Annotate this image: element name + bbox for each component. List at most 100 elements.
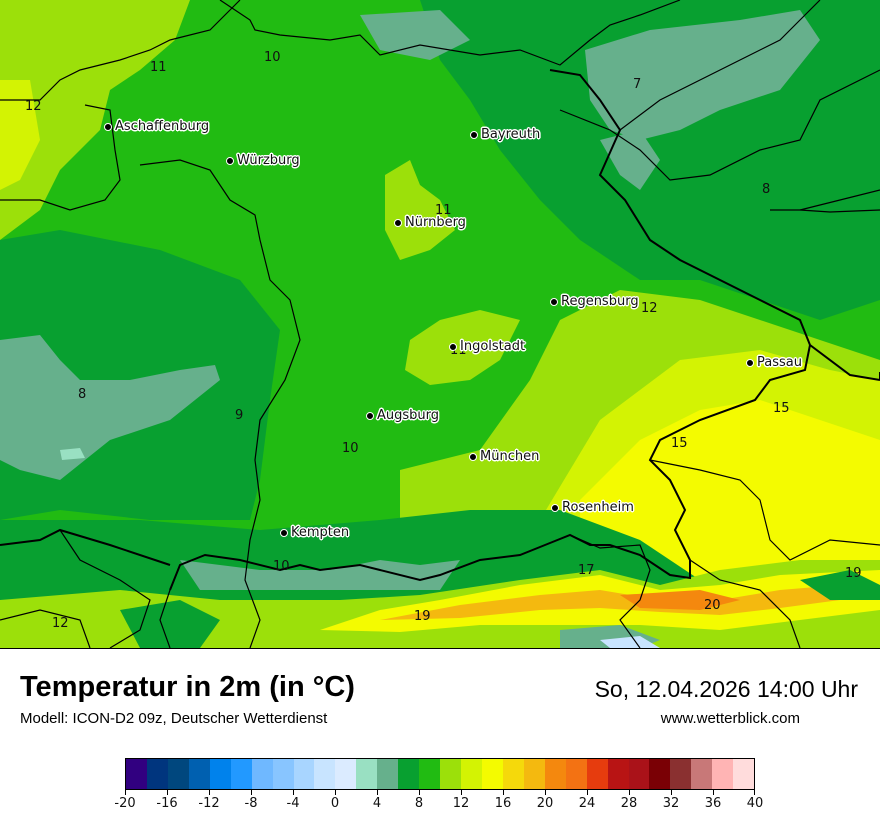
colorbar-segment: [209, 759, 231, 789]
city-dot-icon: [551, 503, 559, 512]
city-marker[interactable]: Aschaffenburg: [104, 119, 209, 134]
colorbar-segment: [251, 759, 273, 789]
city-label: München: [480, 449, 540, 464]
model-subtitle: Modell: ICON-D2 09z, Deutscher Wetterdie…: [20, 710, 328, 727]
colorbar-segment: [230, 759, 252, 789]
colorbar-tick-label: 0: [330, 796, 340, 811]
colorbar-tick-label: -4: [286, 796, 300, 811]
colorbar-tick-label: 24: [578, 796, 596, 811]
city-label: Rosenheim: [562, 500, 634, 515]
colorbar-segment: [335, 759, 357, 789]
temperature-field: [0, 0, 880, 648]
city-dot-icon: [449, 342, 457, 351]
colorbar-ticks: -20 -16 -12 -8 -4 0 4 8 12 16 20 24 28 32 36 40: [114, 790, 763, 820]
contour-label: 12: [641, 301, 658, 316]
colorbar-tick-label: 12: [452, 796, 470, 811]
contour-label: 10: [273, 559, 290, 574]
colorbar-tick: [545, 790, 546, 795]
colorbar-tick-label: 40: [746, 796, 764, 811]
city-label: Regensburg: [561, 294, 639, 309]
colorbar-segment: [314, 759, 336, 789]
contour-label: 7: [633, 77, 642, 92]
city-marker[interactable]: Bayreuth: [470, 127, 540, 142]
contour-label: 10: [342, 441, 359, 456]
colorbar-tick: [461, 790, 462, 795]
contour-label: 19: [845, 566, 862, 581]
colorbar-segment: [670, 759, 692, 789]
colorbar-tick: [671, 790, 672, 795]
city-dot-icon: [366, 411, 374, 420]
colorbar-segment: [398, 759, 420, 789]
city-marker[interactable]: München: [469, 449, 539, 464]
colorbar-tick-label: 20: [536, 796, 554, 811]
city-dot-icon: [226, 156, 234, 165]
contour-label: 11: [435, 203, 452, 218]
colorbar-segment: [733, 759, 755, 789]
city-dot-icon: [550, 297, 558, 306]
colorbar-segment: [377, 759, 399, 789]
colorbar-tick: [419, 790, 420, 795]
contour-label: 12: [52, 616, 69, 631]
colorbar-tick-label: -20: [114, 796, 136, 811]
city-marker[interactable]: Ingolstadt: [449, 339, 525, 354]
city-marker[interactable]: Kempten: [280, 525, 349, 540]
colorbar-segment: [356, 759, 378, 789]
colorbar-segment: [146, 759, 168, 789]
colorbar-segment: [440, 759, 461, 789]
temperature-map[interactable]: 11 10 12 7 11 8 12 11 8 9 10 15 15 10 17 19 20 19 12 Ascha…: [0, 0, 880, 649]
colorbar-segment: [461, 759, 482, 789]
city-marker[interactable]: Passau: [746, 355, 802, 370]
colorbar-tick: [335, 790, 336, 795]
colorbar-segment: [544, 759, 566, 789]
contour-label: 15: [671, 436, 688, 451]
city-dot-icon: [746, 358, 754, 367]
city-label: Augsburg: [377, 408, 440, 423]
city-marker[interactable]: Augsburg: [366, 408, 439, 423]
city-marker[interactable]: Rosenheim: [551, 500, 634, 515]
colorbar-segment: [523, 759, 545, 789]
contour-label: 12: [25, 99, 42, 114]
city-label: Bayreuth: [481, 127, 541, 142]
colorbar-tick-label: 28: [620, 796, 638, 811]
contour-label: 17: [578, 563, 595, 578]
contour-label: 20: [704, 598, 721, 613]
city-label: Ingolstadt: [460, 339, 526, 354]
colorbar-tick-label: 8: [414, 796, 424, 811]
colorbar-tick: [167, 790, 168, 795]
city-dot-icon: [104, 122, 112, 131]
city-label: Passau: [757, 355, 802, 370]
colorbar-tick-label: -16: [156, 796, 178, 811]
colorbar-tick: [587, 790, 588, 795]
colorbar-segment: [167, 759, 189, 789]
valid-datetime: So, 12.04.2026 14:00 Uhr: [594, 676, 858, 702]
colorbar-segment: [272, 759, 294, 789]
website-link[interactable]: www.wetterblick.com: [660, 710, 800, 727]
city-dot-icon: [394, 218, 402, 227]
colorbar-tick-label: -12: [198, 796, 220, 811]
colorbar-tick: [125, 790, 126, 795]
contour-label: 15: [773, 401, 790, 416]
colorbar-tick: [293, 790, 294, 795]
colorbar-segment: [628, 759, 650, 789]
city-label: Aschaffenburg: [115, 119, 210, 134]
colorbar-tick: [503, 790, 504, 795]
contour-label: 8: [78, 387, 87, 402]
colorbar-tick: [251, 790, 252, 795]
colorbar-segment: [649, 759, 671, 789]
contour-label: 19: [414, 609, 431, 624]
city-marker[interactable]: Nürnberg: [394, 215, 466, 230]
colorbar-segment: [586, 759, 608, 789]
colorbar-tick: [754, 790, 755, 795]
city-label: Würzburg: [237, 153, 300, 168]
city-label: Nürnberg: [405, 215, 466, 230]
colorbar-segment: [712, 759, 734, 789]
colorbar-segment: [188, 759, 210, 789]
colorbar-segment: [607, 759, 629, 789]
contour-label: 9: [235, 408, 244, 423]
temperature-colorbar: [125, 758, 755, 790]
city-marker[interactable]: Würzburg: [226, 153, 300, 168]
city-dot-icon: [470, 130, 478, 139]
colorbar-tick-label: -8: [244, 796, 258, 811]
city-marker[interactable]: Regensburg: [550, 294, 639, 309]
colorbar-tick: [377, 790, 378, 795]
